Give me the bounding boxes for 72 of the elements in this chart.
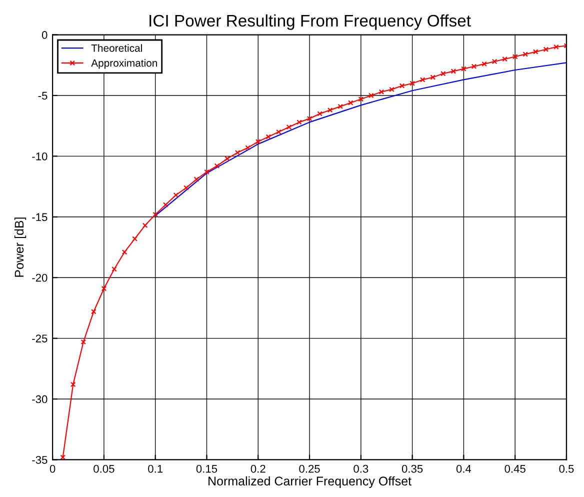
point xyxy=(420,77,426,82)
x-tick-label: 0.35 xyxy=(402,464,423,473)
point xyxy=(327,107,333,113)
x-tick-label: 0.1 xyxy=(148,464,163,473)
point xyxy=(522,52,528,57)
y-tick-label: -20 xyxy=(32,274,48,282)
point xyxy=(502,56,508,62)
y-tick-label: -15 xyxy=(32,213,48,222)
point xyxy=(554,44,559,50)
y-tick-label: -25 xyxy=(32,334,48,342)
x-tick-label: 0.25 xyxy=(299,464,320,473)
y-tick-label: -30 xyxy=(32,395,48,404)
point xyxy=(378,89,384,94)
x-axis-title: Normalized Carrier Frequency Offset xyxy=(208,476,412,488)
point xyxy=(368,92,374,98)
point xyxy=(358,96,364,102)
point xyxy=(122,249,128,255)
point xyxy=(245,145,250,150)
point xyxy=(338,104,343,110)
point xyxy=(184,185,189,190)
x-tick-label: 0.2 xyxy=(250,464,266,473)
chart-title: ICI Power Resulting From Frequency Offset xyxy=(150,14,471,30)
point xyxy=(389,86,394,92)
point xyxy=(234,150,240,156)
point xyxy=(430,74,436,80)
x-tick-label: 0.5 xyxy=(559,464,574,473)
point xyxy=(255,138,261,144)
y-tick-label: -5 xyxy=(38,92,48,100)
point xyxy=(112,266,117,272)
point xyxy=(162,202,168,208)
point xyxy=(306,116,312,122)
point xyxy=(317,111,322,116)
legend-label: Approximation xyxy=(91,59,158,69)
point xyxy=(286,124,292,130)
x-tick-label: 0.15 xyxy=(196,464,218,473)
x-tick-label: 0.3 xyxy=(354,464,368,473)
point xyxy=(543,46,549,52)
point xyxy=(224,156,230,162)
y-tick-label: -10 xyxy=(32,152,48,160)
point xyxy=(214,163,220,169)
point xyxy=(91,308,96,314)
point xyxy=(533,49,538,54)
point xyxy=(410,80,415,86)
point xyxy=(348,100,354,106)
point xyxy=(492,58,498,64)
point xyxy=(296,120,302,125)
legend-label: Theoretical xyxy=(91,44,142,52)
point xyxy=(276,129,282,135)
point xyxy=(194,176,200,182)
x-tick-label: 0.45 xyxy=(504,464,526,473)
point xyxy=(101,286,107,292)
point xyxy=(266,134,272,140)
point xyxy=(471,64,477,69)
point xyxy=(204,169,210,175)
point xyxy=(399,83,405,88)
point xyxy=(70,382,76,388)
point xyxy=(440,71,446,76)
y-tick-label: -35 xyxy=(32,456,48,464)
point xyxy=(482,61,487,67)
x-tick-label: 0.05 xyxy=(94,464,114,473)
y-axis-title: Power [dB] xyxy=(14,218,26,277)
x-tick-label: 0 xyxy=(50,464,56,473)
point xyxy=(132,236,138,242)
point xyxy=(152,212,158,218)
point xyxy=(80,339,86,345)
y-tick-label: 0 xyxy=(42,31,48,39)
x-tick-label: 0.4 xyxy=(456,464,472,473)
point xyxy=(173,192,179,198)
point xyxy=(142,222,148,228)
point xyxy=(461,66,466,72)
point xyxy=(450,68,456,74)
point xyxy=(512,54,518,60)
